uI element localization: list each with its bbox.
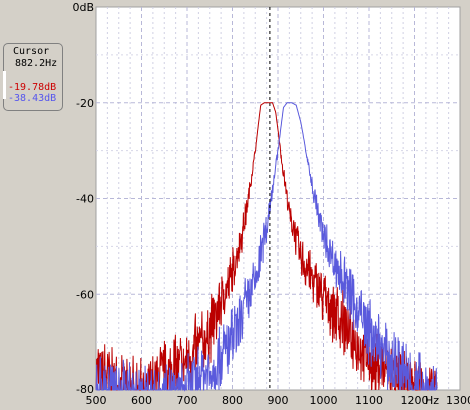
x-tick-label: 900	[268, 394, 289, 407]
y-tick-label: -40	[76, 193, 94, 206]
cursor-frequency: 882.2Hz	[15, 58, 58, 69]
cursor-panel: Cursor 882.2Hz -19.78dB -38.43dB	[3, 43, 63, 111]
x-tick-label: 500	[86, 394, 107, 407]
y-axis-labels: 0dB -20 -40 -60 -80	[72, 1, 94, 396]
y-tick-label: -80	[76, 383, 94, 396]
y-tick-label: -60	[76, 288, 94, 301]
cursor-title: Cursor	[13, 46, 50, 57]
y-tick-label: -20	[76, 97, 94, 110]
x-tick-label: 600	[131, 394, 152, 407]
x-axis-labels: 500 600 700 800 900 1000 1100 1200 1300	[86, 394, 470, 407]
grid	[96, 7, 460, 390]
x-tick-label: 1100	[355, 394, 383, 407]
x-tick-label: 1200	[401, 394, 429, 407]
y-tick-label: 0dB	[72, 1, 94, 14]
cursor-reading-red: -19.78dB	[8, 82, 57, 93]
x-tick-label: 1300	[446, 394, 470, 407]
x-tick-label: 800	[222, 394, 243, 407]
cursor-reading-blue: -38.43dB	[8, 93, 57, 104]
x-tick-label: 700	[177, 394, 198, 407]
cursor-legend-strip	[3, 71, 6, 99]
x-tick-label: 1000	[310, 394, 338, 407]
series-line-blue	[95, 102, 438, 392]
series-group	[95, 102, 438, 392]
x-unit-label: Hz	[425, 394, 439, 407]
